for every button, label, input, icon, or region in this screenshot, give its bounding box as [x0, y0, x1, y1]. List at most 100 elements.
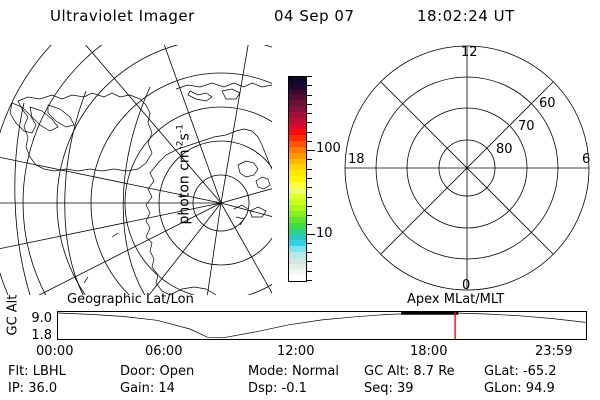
- status-item-label: Seq:: [364, 381, 393, 396]
- dial-mlt-label-18: 18: [348, 152, 365, 167]
- colorbar-tick: [307, 224, 312, 226]
- observation-time: 18:02:24 UT: [417, 7, 515, 25]
- colorbar-axis-label-text: photon cm: [176, 149, 193, 225]
- orbit-x-tick-1: 06:00: [145, 344, 183, 359]
- colorbar-segment: [289, 228, 306, 235]
- map-meridian-arcs: [15, 87, 150, 297]
- status-item: Dsp: -0.1: [248, 381, 307, 396]
- orbit-x-tick-0: 00:00: [36, 344, 74, 359]
- colorbar-segment: [289, 82, 306, 89]
- colorbar-gradient: [288, 76, 307, 282]
- colorbar-segment: [289, 187, 306, 194]
- status-item-label: Flt:: [8, 364, 29, 379]
- colorbar-segment: [289, 123, 306, 130]
- orbit-plot-frame: [57, 311, 587, 340]
- colorbar-axis-label-mid: s: [176, 133, 193, 141]
- page-title: Ultraviolet Imager: [50, 7, 195, 25]
- status-item-value: LBHL: [28, 364, 66, 379]
- dial-mlt-label-6: 6: [582, 152, 590, 167]
- colorbar-segment: [289, 94, 306, 101]
- colorbar-tick: [307, 76, 312, 77]
- colorbar-tick: [307, 187, 312, 189]
- colorbar-segment: [289, 141, 306, 147]
- colorbar-tick: [307, 205, 312, 207]
- colorbar-tick: [307, 196, 312, 198]
- status-row: Flt: LBHL Door: Open Mode: Normal GC Alt: 8…: [0, 364, 600, 381]
- colorbar-segment: [289, 199, 306, 206]
- colorbar-segment: [289, 164, 306, 171]
- status-item-label: GLat:: [484, 364, 519, 379]
- map-coastlines: [9, 82, 272, 295]
- colorbar-segment: [289, 246, 306, 252]
- status-item: Door: Open: [120, 364, 194, 379]
- colorbar-tick: [307, 178, 312, 179]
- colorbar-segment: [289, 240, 306, 247]
- colorbar-tick-label-10: 10: [316, 226, 333, 241]
- colorbar-segment: [289, 106, 306, 112]
- orbit-y-tick-low: 1.8: [31, 328, 52, 343]
- colorbar-tick: [307, 159, 312, 161]
- observation-date: 04 Sep 07: [274, 7, 355, 25]
- dial-mlat-label-80: 80: [496, 142, 513, 157]
- dial-mlt-label-12: 12: [461, 45, 478, 60]
- status-item-value: -65.2: [518, 364, 557, 379]
- colorbar-segment: [289, 117, 306, 124]
- status-item: Flt: LBHL: [8, 364, 66, 379]
- colorbar-tick: [307, 270, 312, 272]
- colorbar-axis-label-exp2: -1: [175, 124, 186, 134]
- status-item: Mode: Normal: [248, 364, 339, 379]
- status-row: IP: 36.0 Gain: 14 Dsp: -0.1 Seq: 39 GLon: 94…: [0, 381, 600, 398]
- status-item: Seq: 39: [364, 381, 414, 396]
- status-item-label: GC Alt:: [364, 364, 410, 379]
- status-item-label: Door:: [120, 364, 156, 379]
- status-item: GLon: 94.9: [484, 381, 555, 396]
- colorbar-segment: [289, 193, 306, 200]
- status-item-value: 39: [392, 381, 414, 396]
- colorbar-segment: [289, 181, 306, 188]
- colorbar-tick: [307, 252, 312, 254]
- colorbar-segment: [289, 234, 306, 241]
- colorbar-tick: [307, 280, 312, 281]
- apex-mlat-mlt-dial-panel: 12 18 6 0 60 70 80: [330, 40, 600, 295]
- colorbar-tick: [307, 140, 312, 142]
- status-item-value: 94.9: [521, 381, 555, 396]
- geographic-map-panel: [0, 45, 280, 295]
- colorbar-segment: [289, 263, 306, 270]
- status-item: GC Alt: 8.7 Re: [364, 364, 455, 379]
- colorbar-axis-label-exp1: -2: [175, 140, 186, 150]
- colorbar-segment: [289, 269, 306, 276]
- orbit-x-tick-2: 12:00: [277, 344, 315, 359]
- status-item-label: Gain:: [120, 381, 155, 396]
- dial-mlat-label-70: 70: [518, 119, 535, 134]
- orbit-plot-svg: [57, 311, 586, 339]
- status-item-value: 14: [154, 381, 175, 396]
- gc-altitude-curve: [57, 312, 586, 339]
- status-item-value: 8.7 Re: [409, 364, 455, 379]
- colorbar-segment: [289, 152, 306, 159]
- orbit-y-tick-high: 9.0: [31, 311, 52, 326]
- colorbar-tick: [307, 85, 312, 87]
- status-item: Gain: 14: [120, 381, 175, 396]
- colorbar-segment: [289, 275, 306, 281]
- apex-dial-svg: 12 18 6 0 60 70 80: [330, 45, 590, 293]
- colorbar-segment: [289, 257, 306, 264]
- map-panel-title: Geographic Lat/Lon: [67, 292, 194, 307]
- status-item-value: Normal: [287, 364, 339, 379]
- status-item-label: IP:: [8, 381, 25, 396]
- status-item-label: GLon:: [484, 381, 522, 396]
- colorbar-tick: [307, 168, 312, 170]
- orbit-y-axis-label-top: GC Alt: [5, 294, 21, 336]
- colorbar-tick: [307, 261, 312, 263]
- map-graticule: [0, 0, 272, 297]
- colorbar-segment: [289, 88, 306, 95]
- colorbar-segment: [289, 77, 306, 83]
- status-item-value: Open: [155, 364, 195, 379]
- colorbar-segment: [289, 135, 306, 142]
- dial-spokes: [345, 46, 589, 290]
- status-item: GLat: -65.2: [484, 364, 557, 379]
- orbit-x-tick-3: 18:00: [410, 344, 448, 359]
- status-item-label: Dsp:: [248, 381, 278, 396]
- colorbar-tick: [307, 233, 315, 235]
- status-item-value: -0.1: [277, 381, 307, 396]
